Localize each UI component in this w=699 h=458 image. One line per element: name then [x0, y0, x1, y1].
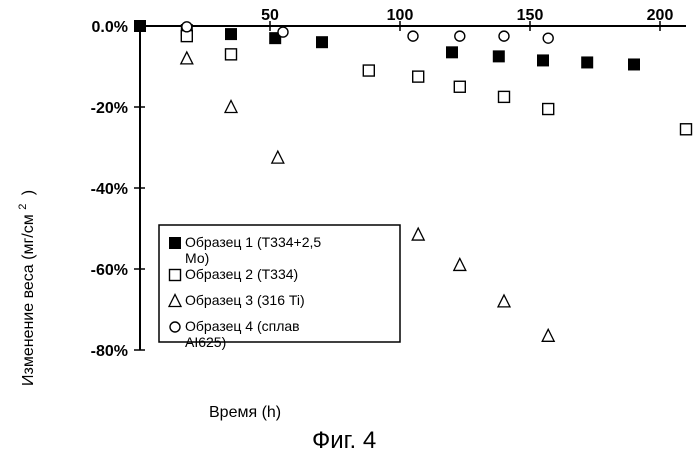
data-point — [454, 81, 465, 92]
legend-label: Образец 1 (Т334+2,5 — [185, 234, 321, 250]
y-axis-label: Изменение веса (мг/см 2 ) — [13, 190, 37, 386]
y-tick-label: -20% — [91, 100, 128, 117]
data-point — [408, 31, 418, 41]
data-point — [628, 58, 640, 70]
data-point — [413, 71, 424, 82]
data-point — [363, 65, 374, 76]
data-point — [455, 31, 465, 41]
y-tick-label: -40% — [91, 181, 128, 198]
legend-label: Образец 3 (316 Ti) — [185, 292, 305, 308]
data-point — [537, 54, 549, 66]
legend-label: Мо) — [185, 250, 209, 266]
legend-label: AI625) — [185, 334, 226, 350]
data-point — [412, 228, 424, 240]
data-point — [681, 124, 692, 135]
y-axis-label-close: ) — [20, 190, 37, 195]
data-point — [272, 151, 284, 163]
figure-caption: Фиг. 4 — [312, 427, 376, 454]
data-point — [498, 295, 510, 307]
data-point — [543, 104, 554, 115]
data-point — [316, 36, 328, 48]
data-point — [446, 46, 458, 58]
y-tick-label: 0.0% — [92, 19, 128, 36]
series-1 — [134, 20, 640, 70]
data-point — [542, 329, 554, 341]
legend: Образец 1 (Т334+2,5Мо)Образец 2 (Т334) Об… — [159, 225, 400, 350]
x-axis-label: Время (h) — [209, 404, 281, 421]
y-tick-label: -60% — [91, 262, 128, 279]
legend-marker — [169, 237, 181, 249]
legend-marker — [170, 322, 180, 332]
x-tick-label: 200 — [647, 7, 674, 24]
series-2 — [181, 31, 691, 135]
legend-label: Образец 4 (сплав — [185, 318, 300, 334]
x-tick-label: 100 — [387, 7, 414, 24]
y-axis-label-superscript: 2 — [17, 204, 29, 210]
y-axis-label-main: Изменение веса (мг/см — [20, 214, 37, 386]
data-point — [134, 20, 146, 32]
y-tick-label: -80% — [91, 343, 128, 360]
data-point — [225, 101, 237, 113]
data-point — [226, 49, 237, 60]
data-point — [493, 50, 505, 62]
legend-marker — [170, 270, 181, 281]
data-point — [182, 22, 192, 32]
data-point — [543, 33, 553, 43]
legend-item: Образец 3 (316 Ti) — [169, 292, 305, 308]
data-point — [278, 27, 288, 37]
legend-label: Образец 2 (Т334) — [185, 266, 298, 282]
data-point — [181, 52, 193, 64]
data-point — [454, 258, 466, 270]
data-point — [581, 56, 593, 68]
x-tick-label: 50 — [261, 7, 279, 24]
data-point — [225, 28, 237, 40]
data-point — [499, 31, 509, 41]
data-point — [499, 91, 510, 102]
x-tick-label: 150 — [517, 7, 544, 24]
legend-item: Образец 2 (Т334) — [170, 266, 299, 282]
